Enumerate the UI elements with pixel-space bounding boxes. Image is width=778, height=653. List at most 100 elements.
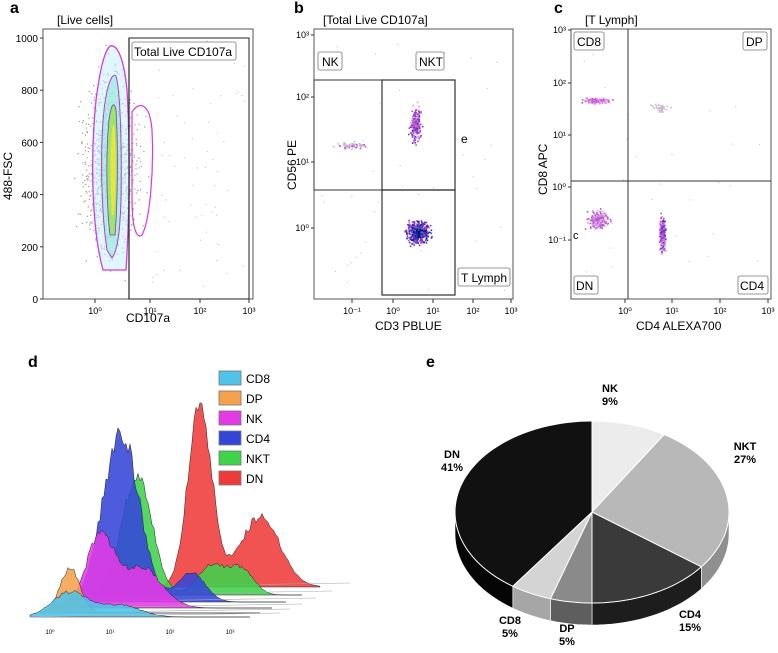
event-dot xyxy=(713,233,715,235)
event-dot xyxy=(132,161,134,163)
event-dot xyxy=(655,106,658,108)
event-dot xyxy=(412,224,414,226)
event-dot xyxy=(87,185,90,187)
event-dot xyxy=(604,100,606,102)
event-dot xyxy=(409,233,411,235)
event-dot xyxy=(661,108,663,111)
event-dot xyxy=(410,233,413,236)
event-dot xyxy=(415,238,417,240)
event-dot xyxy=(661,111,663,113)
event-dot xyxy=(419,123,421,126)
event-dot xyxy=(379,102,381,104)
event-dot xyxy=(660,239,663,242)
event-dot xyxy=(426,230,428,233)
event-dot xyxy=(423,222,425,224)
event-dot xyxy=(660,228,662,230)
event-dot xyxy=(417,129,420,132)
event-dot xyxy=(174,165,176,167)
event-dot xyxy=(129,189,131,191)
event-dot xyxy=(413,221,416,223)
event-dot xyxy=(411,110,413,113)
event-dot xyxy=(158,69,160,71)
event-dot xyxy=(592,225,595,228)
event-dot xyxy=(406,237,408,240)
event-dot xyxy=(86,132,88,134)
event-dot xyxy=(93,107,95,109)
x-ticks-c: 10⁰ 10¹ 10² 10³ xyxy=(618,299,775,316)
event-dot xyxy=(133,154,135,156)
event-dot xyxy=(418,111,421,113)
event-dot xyxy=(414,233,416,235)
event-dot xyxy=(600,100,603,103)
event-dot xyxy=(594,224,596,226)
event-dot xyxy=(594,103,596,105)
event-dot xyxy=(592,217,594,220)
y-tick-label: 10² xyxy=(553,78,566,88)
event-dot xyxy=(425,229,427,231)
event-dot xyxy=(588,101,590,104)
x-tick-label: 10² xyxy=(193,306,206,316)
event-dot xyxy=(132,160,134,162)
event-dot xyxy=(413,112,416,114)
event-dot xyxy=(85,183,87,185)
link-label-b: e xyxy=(461,132,468,146)
event-dot xyxy=(496,61,498,63)
event-dot xyxy=(339,145,341,148)
event-dot xyxy=(421,241,424,244)
pie-chart-e xyxy=(454,420,730,626)
event-dot xyxy=(413,124,415,126)
event-dot xyxy=(418,105,420,108)
panel-label-b: b xyxy=(294,0,304,17)
pie-label-nk: NK xyxy=(602,383,618,395)
event-dot xyxy=(661,248,664,251)
event-dot xyxy=(86,192,88,194)
y-tick-label: 10¹ xyxy=(553,130,566,140)
event-dot xyxy=(410,231,413,233)
event-dot xyxy=(610,220,612,223)
event-dot xyxy=(597,223,600,225)
event-dot xyxy=(662,248,665,250)
event-dot xyxy=(412,115,415,118)
event-dot xyxy=(216,171,218,173)
event-dot xyxy=(420,112,423,115)
event-dot xyxy=(134,174,136,176)
event-dot xyxy=(425,239,427,241)
event-dot xyxy=(417,110,420,112)
event-dot xyxy=(407,223,409,226)
event-dot xyxy=(421,229,423,232)
event-dot xyxy=(599,214,602,217)
event-dot xyxy=(129,117,131,119)
event-dot xyxy=(420,240,423,243)
event-dot xyxy=(429,224,432,227)
event-dot xyxy=(659,229,662,232)
event-dot xyxy=(86,131,88,133)
x-ticks-a: 10⁰ 10¹ 10² 10³ xyxy=(88,299,256,316)
event-dot xyxy=(413,114,416,117)
event-dot xyxy=(419,231,421,234)
event-dot xyxy=(659,227,662,229)
event-dot xyxy=(426,235,429,237)
event-dot xyxy=(757,260,759,262)
event-dot xyxy=(735,106,737,108)
event-dot xyxy=(91,164,93,166)
event-dot xyxy=(594,97,597,100)
event-dot xyxy=(419,240,421,242)
event-dot xyxy=(590,219,592,222)
event-dot xyxy=(602,217,605,219)
event-dot xyxy=(201,215,203,217)
event-dot xyxy=(418,220,420,223)
event-dot xyxy=(418,194,419,195)
event-dot xyxy=(419,225,422,227)
event-dot xyxy=(411,115,414,118)
event-dot xyxy=(417,140,419,143)
event-dot xyxy=(210,103,212,105)
event-dot xyxy=(321,195,323,196)
event-dot xyxy=(599,102,601,105)
event-dot xyxy=(427,225,429,228)
event-dot xyxy=(410,223,412,225)
event-dot xyxy=(415,231,418,234)
event-dot xyxy=(589,99,592,102)
pie-label-cd4: CD4 xyxy=(679,609,702,621)
event-dot xyxy=(581,102,584,104)
